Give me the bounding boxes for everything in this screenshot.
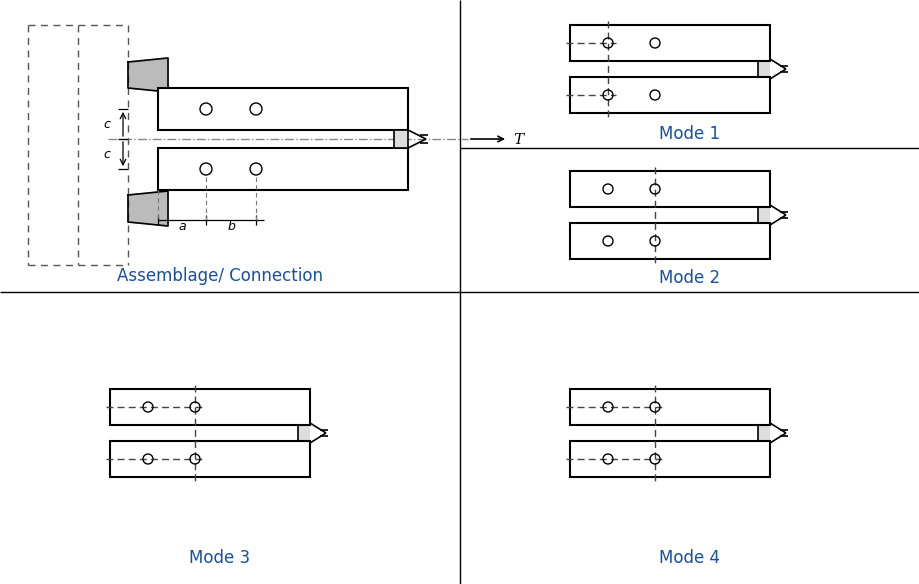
Bar — [570, 25, 769, 61]
Polygon shape — [128, 58, 168, 92]
Bar — [298, 425, 310, 441]
Polygon shape — [128, 191, 168, 226]
Bar — [393, 130, 407, 148]
Text: Mode 3: Mode 3 — [189, 549, 250, 567]
Text: Mode 4: Mode 4 — [659, 549, 720, 567]
Bar — [757, 61, 769, 77]
Text: b: b — [227, 220, 234, 233]
Bar — [570, 223, 769, 259]
Bar — [110, 389, 310, 425]
Bar — [158, 88, 407, 130]
Bar — [28, 25, 128, 265]
Text: Mode 1: Mode 1 — [659, 125, 720, 143]
Bar — [110, 441, 310, 477]
Bar — [757, 425, 769, 441]
Text: c: c — [104, 117, 110, 130]
Text: a: a — [178, 220, 186, 233]
Bar — [570, 77, 769, 113]
Text: c: c — [104, 148, 110, 161]
Bar — [570, 441, 769, 477]
Bar — [570, 171, 769, 207]
Bar — [158, 148, 407, 190]
Text: Assemblage/ Connection: Assemblage/ Connection — [117, 267, 323, 285]
Bar — [757, 207, 769, 223]
Text: T: T — [513, 133, 523, 147]
Bar — [570, 389, 769, 425]
Text: Mode 2: Mode 2 — [659, 269, 720, 287]
